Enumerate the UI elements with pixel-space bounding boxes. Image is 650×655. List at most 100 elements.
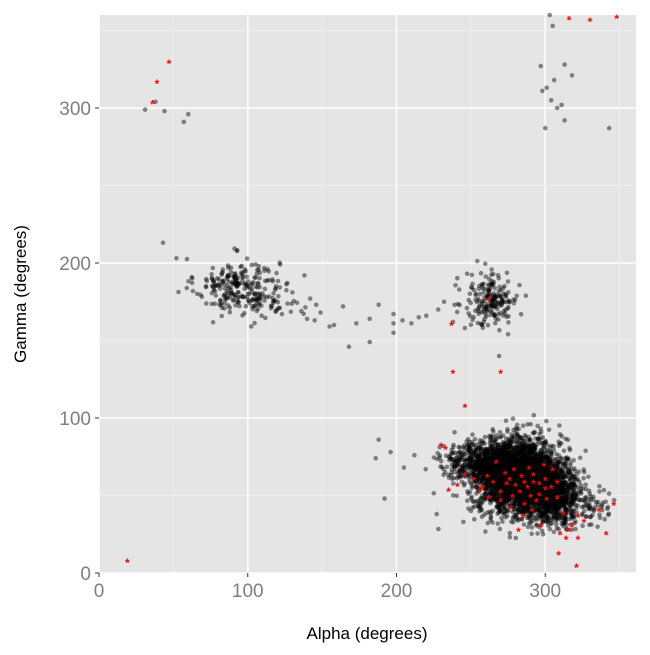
data-point-black xyxy=(506,314,511,319)
data-point-black xyxy=(525,452,530,458)
data-point-black xyxy=(488,515,494,521)
data-point-black xyxy=(452,302,457,308)
data-point-black xyxy=(481,470,487,476)
data-point-black xyxy=(218,298,223,304)
data-point-black xyxy=(511,449,517,455)
data-point-black xyxy=(275,299,281,305)
y-tick-label: 200 xyxy=(59,254,91,275)
data-point-black xyxy=(488,433,493,439)
data-point-black xyxy=(537,477,542,483)
data-point-black xyxy=(487,470,492,475)
data-point-black xyxy=(495,489,501,494)
data-point-black xyxy=(518,481,524,487)
data-point-black xyxy=(553,484,558,489)
data-point-black xyxy=(527,438,532,443)
data-point-black xyxy=(160,240,166,246)
data-point-black xyxy=(517,507,523,513)
data-point-black xyxy=(546,491,552,497)
data-point-black xyxy=(232,292,238,298)
data-point-black xyxy=(228,285,233,291)
data-point-black xyxy=(522,471,527,477)
data-point-black xyxy=(581,467,586,472)
data-point-black xyxy=(467,291,473,297)
data-point-black xyxy=(520,495,525,501)
data-point-black xyxy=(504,461,509,466)
data-point-black xyxy=(199,294,205,300)
data-point-black xyxy=(528,471,534,476)
data-point-black xyxy=(562,118,567,123)
data-point-black xyxy=(495,511,501,516)
data-point-black xyxy=(479,479,485,485)
data-point-black xyxy=(470,317,475,323)
data-point-black xyxy=(522,500,527,506)
data-point-black xyxy=(566,456,572,462)
data-point-black xyxy=(532,479,538,485)
data-point-black xyxy=(538,452,544,458)
data-point-black xyxy=(525,503,531,508)
data-point-black xyxy=(504,484,510,490)
data-point-black xyxy=(542,445,547,451)
data-point-black xyxy=(233,280,238,285)
data-point-black xyxy=(271,298,277,303)
data-point-black xyxy=(481,290,486,295)
data-point-red-asterisk: * xyxy=(504,479,509,493)
data-point-black xyxy=(491,299,496,304)
data-point-black xyxy=(264,278,270,283)
data-point-black xyxy=(249,286,254,292)
data-point-black xyxy=(468,322,474,328)
data-point-black xyxy=(495,485,500,491)
data-point-black xyxy=(504,476,510,482)
data-point-black xyxy=(391,321,396,326)
data-point-black xyxy=(521,478,527,483)
data-point-black xyxy=(551,484,556,489)
data-point-black xyxy=(277,305,283,311)
data-point-black xyxy=(486,283,491,288)
data-point-black xyxy=(496,302,501,307)
data-point-black xyxy=(505,473,510,478)
data-point-black xyxy=(203,276,209,282)
data-point-black xyxy=(514,422,520,428)
data-point-black xyxy=(487,292,493,298)
data-point-black xyxy=(483,312,488,317)
data-point-black xyxy=(510,483,515,488)
data-point-black xyxy=(511,300,517,306)
data-point-black xyxy=(496,466,502,472)
data-point-black xyxy=(532,458,538,463)
data-point-black xyxy=(524,495,530,501)
data-point-black xyxy=(503,444,509,449)
data-point-black xyxy=(536,479,542,485)
data-point-black xyxy=(497,473,503,479)
data-point-black xyxy=(513,455,518,461)
data-point-black xyxy=(465,489,470,494)
data-point-black xyxy=(492,460,497,465)
data-point-black xyxy=(543,463,549,468)
data-point-black xyxy=(483,463,489,469)
data-point-black xyxy=(518,450,523,456)
data-point-black xyxy=(506,471,511,476)
data-point-black xyxy=(526,449,532,454)
data-point-black xyxy=(527,480,532,485)
data-point-black xyxy=(569,509,575,514)
data-point-black xyxy=(505,507,510,512)
data-point-black xyxy=(499,451,504,456)
data-point-black xyxy=(532,446,537,452)
data-point-black xyxy=(528,421,533,427)
data-point-black xyxy=(508,439,514,445)
data-point-black xyxy=(176,289,181,295)
data-point-black xyxy=(240,275,245,280)
data-point-black xyxy=(495,461,501,466)
data-point-black xyxy=(513,492,519,497)
data-point-black xyxy=(506,466,511,471)
data-point-black xyxy=(257,270,263,276)
data-point-black xyxy=(567,445,572,451)
data-point-black xyxy=(560,469,565,474)
data-point-black xyxy=(521,500,526,505)
data-point-black xyxy=(496,471,502,476)
data-point-black xyxy=(503,497,509,503)
data-point-black xyxy=(489,458,495,464)
data-point-black xyxy=(516,476,522,482)
data-point-black xyxy=(253,262,258,267)
data-point-black xyxy=(543,478,548,483)
data-point-black xyxy=(538,481,543,487)
data-point-black xyxy=(257,291,263,297)
